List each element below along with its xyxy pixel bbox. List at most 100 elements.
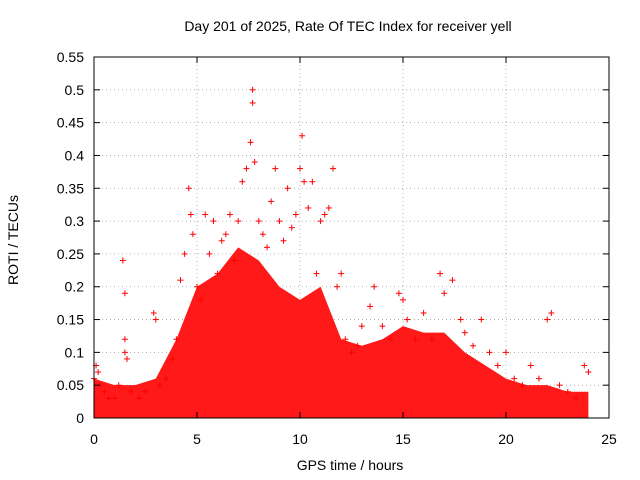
- data-point: [105, 395, 112, 402]
- data-point: [272, 165, 279, 172]
- data-point: [379, 323, 386, 330]
- data-point: [95, 369, 102, 376]
- data-point: [121, 336, 128, 343]
- data-point: [121, 290, 128, 297]
- data-point: [494, 362, 501, 369]
- data-point: [412, 336, 419, 343]
- data-point: [119, 257, 126, 264]
- data-point: [519, 382, 526, 389]
- data-point: [535, 375, 542, 382]
- x-tick-label: 10: [292, 431, 308, 447]
- data-point: [338, 270, 345, 277]
- data-point: [556, 382, 563, 389]
- data-point: [334, 283, 341, 290]
- data-point: [214, 270, 221, 277]
- y-tick-label: 0.3: [65, 213, 85, 229]
- data-point: [511, 375, 518, 382]
- data-point: [243, 165, 250, 172]
- x-tick-label: 5: [193, 431, 201, 447]
- data-point: [177, 277, 184, 284]
- data-point: [249, 99, 256, 106]
- plot-frame: [93, 56, 610, 419]
- data-point: [259, 231, 266, 238]
- data-point: [194, 283, 200, 290]
- data-point: [136, 395, 143, 402]
- data-point: [404, 316, 411, 323]
- data-point: [325, 204, 332, 211]
- x-axis-label: GPS time / hours: [297, 457, 404, 473]
- data-point: [239, 178, 246, 185]
- data-point: [181, 250, 188, 257]
- data-point: [299, 132, 306, 139]
- data-point: [128, 388, 135, 395]
- data-point: [564, 388, 571, 395]
- axis-ticks: 0 0.05 0.1 0.15 0.2 0.25 0.3 0.35 0.4 0.45 0.5 0.55…: [57, 49, 617, 447]
- y-tick-label: 0: [76, 410, 84, 426]
- data-point: [251, 159, 258, 166]
- data-point: [585, 369, 592, 376]
- data-point: [163, 375, 170, 382]
- data-point: [486, 349, 493, 356]
- data-point: [235, 218, 242, 225]
- data-point: [231, 257, 238, 264]
- data-point: [276, 218, 283, 225]
- data-point: [544, 316, 551, 323]
- data-point: [358, 323, 365, 330]
- data-point: [202, 211, 209, 218]
- y-tick-label: 0.05: [57, 377, 84, 393]
- data-point: [573, 395, 580, 402]
- data-point: [387, 336, 394, 343]
- data-point: [173, 336, 180, 343]
- data-point: [280, 237, 287, 244]
- data-point: [503, 349, 509, 356]
- data-point: [309, 178, 316, 185]
- data-point: [264, 244, 271, 251]
- data-point: [420, 309, 427, 316]
- y-tick-label: 0.45: [57, 115, 84, 131]
- y-tick-label: 0.35: [57, 180, 84, 196]
- data-point: [581, 362, 588, 369]
- chart-title: Day 201 of 2025, Rate Of TEC Index for r…: [184, 18, 511, 34]
- data-point: [111, 395, 118, 402]
- data-point: [255, 218, 262, 225]
- y-tick-label: 0.2: [65, 279, 85, 295]
- data-point: [150, 309, 157, 316]
- data-point: [249, 86, 256, 93]
- data-point: [288, 224, 295, 231]
- x-tick-label: 20: [498, 431, 514, 447]
- data-point: [457, 316, 464, 323]
- data-point: [123, 355, 130, 362]
- x-tick-label: 25: [601, 431, 617, 447]
- data-point: [342, 336, 349, 343]
- y-tick-label: 0.1: [65, 344, 85, 360]
- dense-point-region: [94, 247, 589, 418]
- data-point: [198, 296, 205, 303]
- data-point: [121, 349, 128, 356]
- data-point: [441, 290, 448, 297]
- data-point: [478, 316, 485, 323]
- data-point: [152, 316, 159, 323]
- x-tick-label: 15: [395, 431, 411, 447]
- y-tick-label: 0.55: [57, 49, 84, 65]
- data-point: [428, 336, 435, 343]
- data-point: [313, 270, 320, 277]
- y-tick-label: 0.15: [57, 312, 84, 328]
- data-point: [367, 303, 374, 310]
- data-point: [305, 204, 312, 211]
- data-point: [348, 349, 355, 356]
- data-point: [169, 355, 176, 362]
- data-point: [185, 185, 192, 192]
- data-point: [527, 362, 534, 369]
- data-point: [395, 290, 402, 297]
- data-point: [101, 388, 108, 395]
- data-point: [292, 211, 299, 218]
- data-point: [210, 218, 217, 225]
- data-point: [142, 388, 149, 395]
- data-point: [329, 165, 336, 172]
- data-point: [115, 382, 122, 389]
- data-point: [301, 178, 308, 185]
- data-point: [247, 139, 254, 146]
- data-point: [297, 165, 303, 172]
- data-point: [317, 218, 324, 225]
